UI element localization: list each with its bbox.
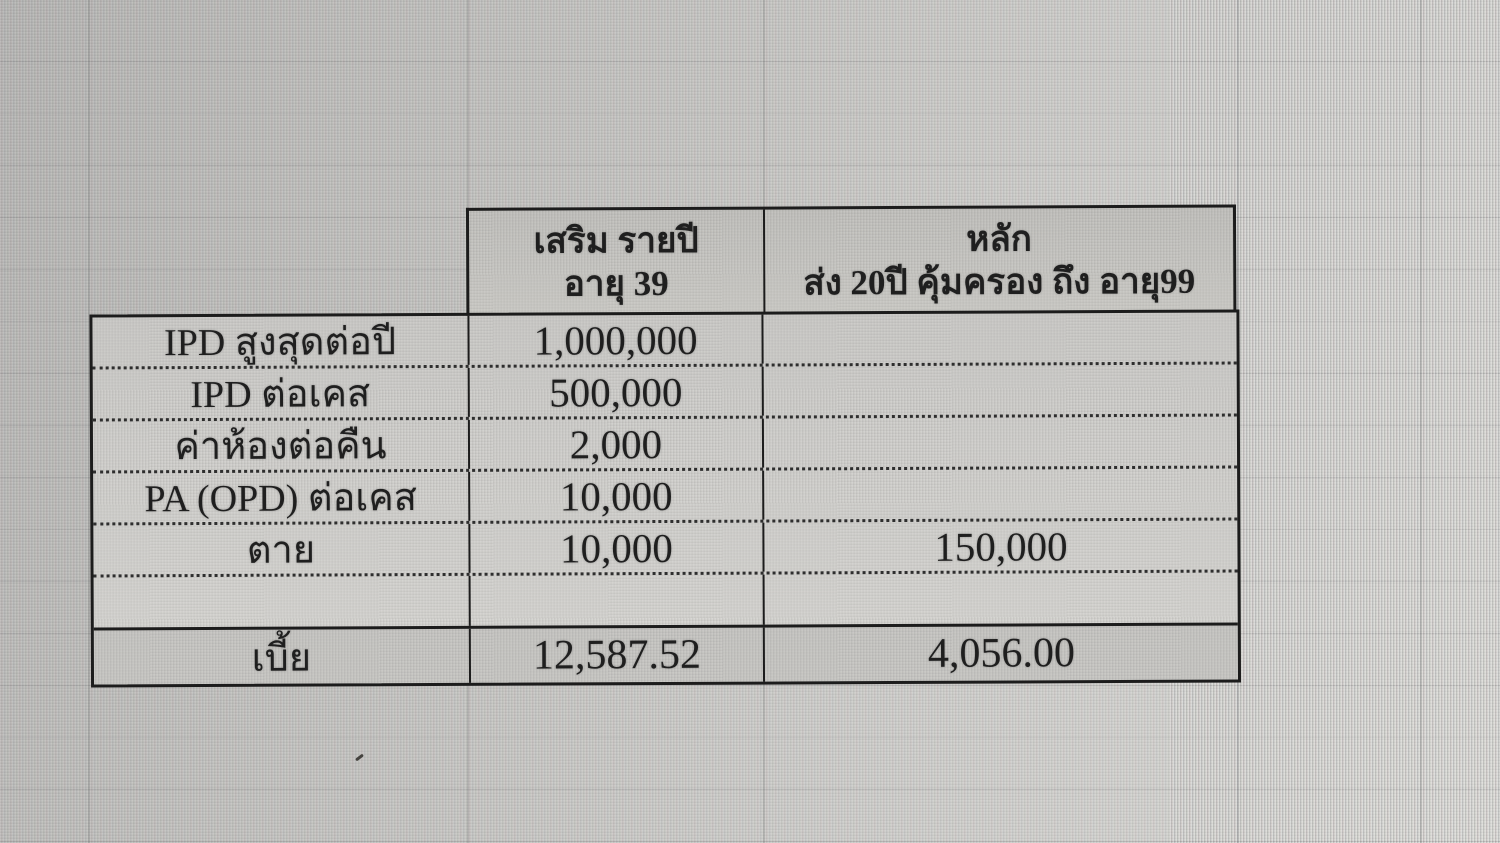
premium-label-cell: เบี้ย — [93, 628, 472, 685]
main-value-cell — [764, 469, 1237, 520]
main-plan-title: หลัก — [966, 218, 1033, 259]
rider-plan-title: เสริม รายปี — [533, 220, 699, 261]
table-row-room-per-night: ค่าห้องต่อคืน 2,000 — [92, 416, 1238, 474]
row-label-cell: ค่าห้องต่อคืน — [92, 419, 471, 471]
rider-value-cell: 500,000 — [469, 366, 764, 417]
rider-value-cell — [470, 574, 765, 626]
table-row-death: ตาย 10,000 150,000 — [93, 520, 1238, 578]
table-row-ipd-per-case: IPD ต่อเคส 500,000 — [92, 364, 1237, 422]
spreadsheet-gridline — [1420, 0, 1422, 843]
table-body: IPD สูงสุดต่อปี 1,000,000 IPD ต่อเคส 500… — [89, 309, 1242, 688]
insurance-benefit-table: เสริม รายปี อายุ 39 หลัก ส่ง 20ปี คุ้มคร… — [89, 204, 1242, 688]
table-row-ipd-per-year: IPD สูงสุดต่อปี 1,000,000 — [92, 312, 1237, 370]
main-value-cell — [763, 313, 1236, 364]
main-value-cell — [764, 417, 1237, 468]
rider-value-cell: 2,000 — [469, 418, 765, 469]
table-row-pa-opd-per-case: PA (OPD) ต่อเคส 10,000 — [93, 468, 1238, 526]
rider-value-cell: 10,000 — [470, 470, 765, 521]
dust-speck — [355, 753, 364, 762]
main-value-cell — [764, 365, 1237, 416]
premium-main-cell: 4,056.00 — [765, 626, 1238, 682]
row-label-cell: IPD สูงสุดต่อปี — [92, 315, 470, 367]
header-cell-main-plan: หลัก ส่ง 20ปี คุ้มครอง ถึง อายุ99 — [765, 208, 1233, 315]
spreadsheet-gridline — [88, 0, 90, 843]
rider-plan-age: อายุ 39 — [563, 263, 669, 304]
premium-rider-cell: 12,587.52 — [470, 627, 766, 683]
row-label-cell: IPD ต่อเคส — [92, 367, 470, 419]
table-header-row: เสริม รายปี อายุ 39 หลัก ส่ง 20ปี คุ้มคร… — [465, 204, 1237, 316]
rider-value-cell: 10,000 — [470, 522, 765, 573]
main-value-cell — [765, 573, 1238, 625]
row-label-cell — [93, 575, 471, 628]
table-row-premium: เบี้ย 12,587.52 4,056.00 — [93, 622, 1239, 685]
header-cell-rider-plan: เสริม รายปี อายุ 39 — [468, 209, 766, 316]
row-label-cell: ตาย — [93, 523, 471, 575]
row-label-cell: PA (OPD) ต่อเคส — [93, 471, 471, 523]
table-row-empty — [93, 573, 1238, 628]
rider-value-cell: 1,000,000 — [469, 314, 764, 365]
main-plan-terms: ส่ง 20ปี คุ้มครอง ถึง อายุ99 — [803, 261, 1196, 303]
main-value-cell: 150,000 — [934, 522, 1068, 570]
